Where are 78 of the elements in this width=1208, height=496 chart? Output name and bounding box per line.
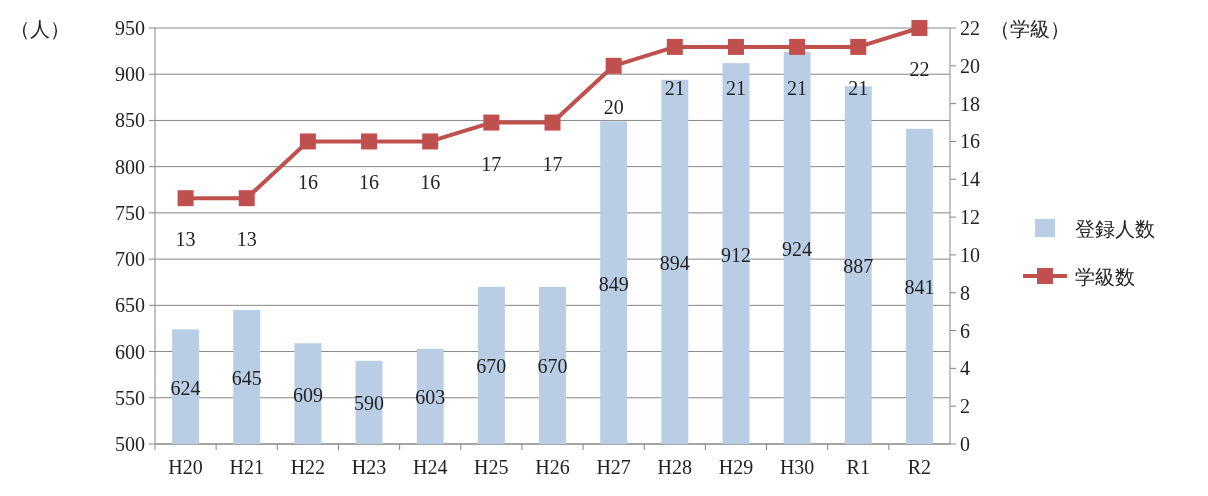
data-label: 13	[236, 228, 257, 251]
data-label: 603	[415, 386, 446, 409]
point	[850, 38, 867, 55]
data-label: 590	[354, 392, 385, 415]
data-label: 670	[537, 355, 568, 378]
x-tick-label: H22	[290, 456, 326, 478]
point	[727, 38, 744, 55]
data-label: 21	[848, 76, 869, 99]
x-tick-label: H28	[657, 456, 693, 478]
data-label: 841	[904, 276, 935, 299]
y-tick-label: 800	[115, 155, 145, 178]
y2-tick-label: 6	[960, 319, 970, 342]
y-tick-label: 600	[115, 340, 145, 363]
y-tick-label: 750	[115, 201, 145, 224]
y2-tick-label: 16	[960, 130, 980, 153]
y2-tick-label: 12	[960, 206, 980, 229]
data-label: 912	[720, 243, 751, 266]
y-tick-label: 900	[115, 63, 145, 86]
x-tick-label: H30	[779, 456, 815, 478]
data-label: 924	[782, 238, 813, 261]
y-tick-label: 950	[115, 17, 145, 39]
point	[911, 20, 928, 36]
data-label: 22	[909, 58, 930, 80]
point	[789, 38, 806, 55]
data-label: 16	[420, 171, 441, 194]
legend-label: 学級数	[1075, 266, 1135, 288]
data-label: 16	[359, 171, 380, 194]
x-tick-label: H27	[596, 456, 631, 478]
point	[299, 133, 316, 150]
data-label: 17	[481, 152, 502, 175]
x-tick-label: H20	[168, 456, 203, 478]
y-tick-label: 500	[115, 433, 145, 455]
point	[483, 114, 500, 131]
point	[177, 190, 194, 207]
y2-tick-label: 18	[960, 92, 980, 115]
data-label: 17	[542, 152, 563, 175]
x-tick-label: R1	[846, 456, 870, 478]
y2-tick-label: 22	[960, 17, 980, 39]
y2-tick-label: 10	[960, 243, 980, 266]
x-tick-label: H25	[474, 456, 509, 478]
y2-tick-label: 20	[960, 54, 980, 77]
point	[605, 57, 622, 74]
y-tick-label: 550	[115, 386, 145, 409]
data-label: 21	[664, 76, 685, 99]
x-tick-label: H26	[535, 456, 570, 478]
data-label: 16	[297, 171, 318, 194]
data-label: 849	[598, 272, 629, 295]
data-label: 624	[170, 376, 201, 399]
y-axis-title: （人）	[10, 18, 70, 40]
point	[238, 190, 255, 207]
y2-axis-title: （学級）	[990, 18, 1070, 40]
y2-tick-label: 2	[960, 395, 970, 418]
y2-tick-label: 4	[960, 357, 970, 380]
y2-tick-label: 14	[960, 168, 980, 191]
point	[544, 114, 561, 131]
legend-label: 登録人数	[1075, 218, 1155, 240]
y-tick-label: 700	[115, 248, 145, 271]
y2-tick-label: 0	[960, 433, 970, 455]
x-tick-label: H21	[229, 456, 264, 478]
y2-tick-label: 8	[960, 281, 970, 304]
data-label: 894	[659, 251, 690, 274]
data-label: 21	[787, 76, 808, 99]
data-label: 20	[603, 95, 624, 118]
point	[422, 133, 439, 150]
x-tick-label: H24	[412, 456, 448, 478]
data-label: 645	[231, 366, 262, 389]
data-label: 13	[175, 228, 196, 251]
y-tick-label: 850	[115, 109, 145, 132]
data-label: 609	[292, 383, 323, 406]
x-tick-label: R2	[907, 456, 932, 478]
point	[361, 133, 378, 150]
x-tick-label: H29	[718, 456, 754, 478]
data-label: 21	[725, 76, 746, 99]
point	[666, 38, 683, 55]
data-label: 887	[843, 255, 874, 278]
y-tick-label: 650	[115, 294, 145, 317]
x-tick-label: H23	[351, 456, 387, 478]
data-label: 670	[476, 355, 507, 378]
